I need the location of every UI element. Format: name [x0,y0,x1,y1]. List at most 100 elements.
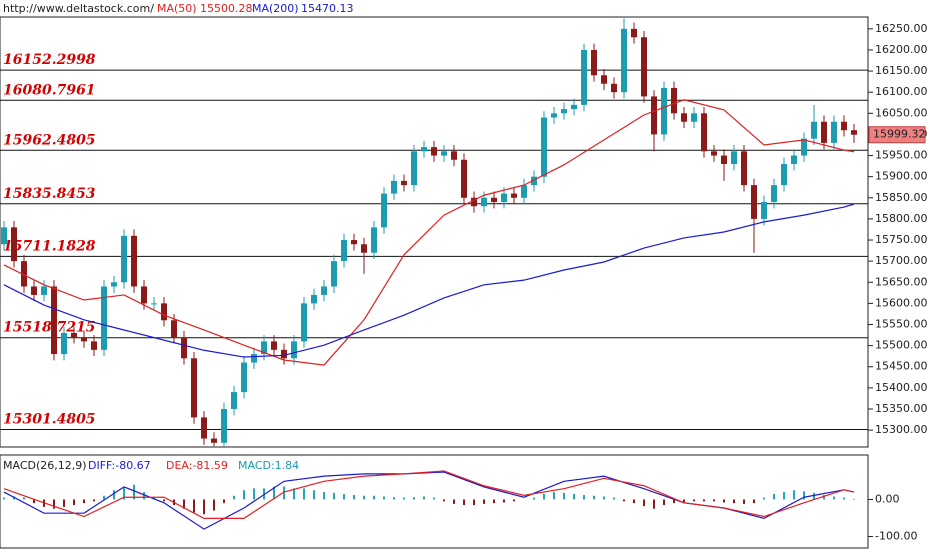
candle-body [301,303,307,342]
candle-body [291,341,297,359]
candle-body [451,151,457,160]
candle-body [331,261,337,287]
moving-average [3,203,855,358]
candle-body [671,87,677,114]
y-tick-label: 15800.00 [875,212,928,225]
candle-body [521,185,527,198]
candle-body [751,185,757,219]
candle-body [441,151,447,156]
candle-body [841,121,847,131]
candle-body [661,87,667,135]
candle-body [351,240,357,245]
candle-body [821,121,827,143]
candle-body [631,28,637,38]
macd-dea: DEA:-81.59 [166,459,228,472]
level-label: 15962.4805 [3,132,96,148]
candle-body [641,37,647,97]
level-label: 15518.7215 [3,320,96,336]
candle-body [61,332,67,355]
candle-body [501,193,507,203]
macd-value: MACD:1.84 [238,459,299,472]
candle-body [371,227,377,253]
candle-body [771,185,777,203]
candle-body [811,121,817,139]
candle-body [761,202,767,219]
candle-body [511,193,517,198]
y-tick-label: 15400.00 [875,381,928,394]
macd-diff: DIFF:-80.67 [88,459,151,472]
candle-body [581,49,587,105]
candle-body [781,163,787,186]
candle-body [311,294,317,304]
candle-body [591,49,597,76]
y-tick-label: 16050.00 [875,106,928,119]
legend-ma50-value: 15500.28 [200,2,253,15]
candle-body [361,244,367,253]
y-tick-label: 15450.00 [875,360,928,373]
candle-body [231,392,237,409]
candle-body [601,75,607,84]
candle-body [281,349,287,359]
y-tick-label: 16100.00 [875,85,928,98]
y-tick-label: 15750.00 [875,233,928,246]
level-label: 15711.1828 [3,238,96,254]
candle-body [201,417,207,439]
candle-body [531,176,537,186]
candle-body [541,117,547,177]
candle-body [41,286,47,295]
level-label: 16080.7961 [3,82,96,98]
candle-body [421,147,427,152]
candle-body [401,180,407,186]
candle-body [261,341,267,355]
y-tick-label: 15950.00 [875,149,928,162]
candle-body [621,28,627,93]
y-tick-label: 15650.00 [875,275,928,288]
legend-ma200: MA(200) [252,2,299,15]
candle-body [81,337,87,342]
candle-body [711,151,717,156]
candle-body [171,320,177,338]
candle-body [571,104,577,110]
y-tick-label: 15850.00 [875,191,928,204]
candle-body [731,151,737,164]
y-tick-label: 15900.00 [875,170,928,183]
candle-body [651,96,657,135]
candle-body [121,235,127,283]
candle-body [701,113,707,152]
candle-body [381,193,387,228]
candle-body [411,151,417,186]
y-tick-label: 15350.00 [875,402,928,415]
candle-body [741,151,747,186]
candle-body [431,147,437,156]
candle-body [691,113,697,122]
candle-body [471,197,477,207]
level-label: 15301.4805 [3,411,96,427]
candle-body [851,130,857,135]
candle-body [221,408,227,443]
level-label: 16152.2998 [3,52,96,68]
candle-body [241,362,247,393]
candle-body [141,286,147,304]
y-tick-label: 15550.00 [875,318,928,331]
candle-body [791,155,797,164]
source-url: http://www.deltastock.com/ [3,2,154,15]
candle-body [491,197,497,203]
candle-body [101,286,107,350]
candle-body [181,337,187,359]
y-tick-label: 16200.00 [875,43,928,56]
candle-body [461,159,467,198]
last-price-box [868,126,926,144]
level-label: 15835.8453 [3,186,96,202]
candle-body [611,83,617,93]
candle-body [131,235,137,287]
candle-body [271,341,277,350]
candle-body [211,438,217,443]
candle-body [21,261,27,287]
candle-body [801,138,807,156]
candle-body [31,286,37,295]
macd-line [3,470,855,519]
candle-body [161,303,167,321]
candle-body [481,197,487,207]
